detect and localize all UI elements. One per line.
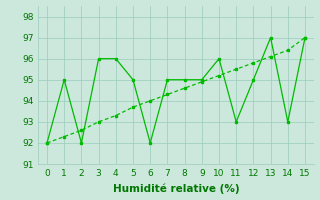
X-axis label: Humidité relative (%): Humidité relative (%): [113, 183, 239, 194]
